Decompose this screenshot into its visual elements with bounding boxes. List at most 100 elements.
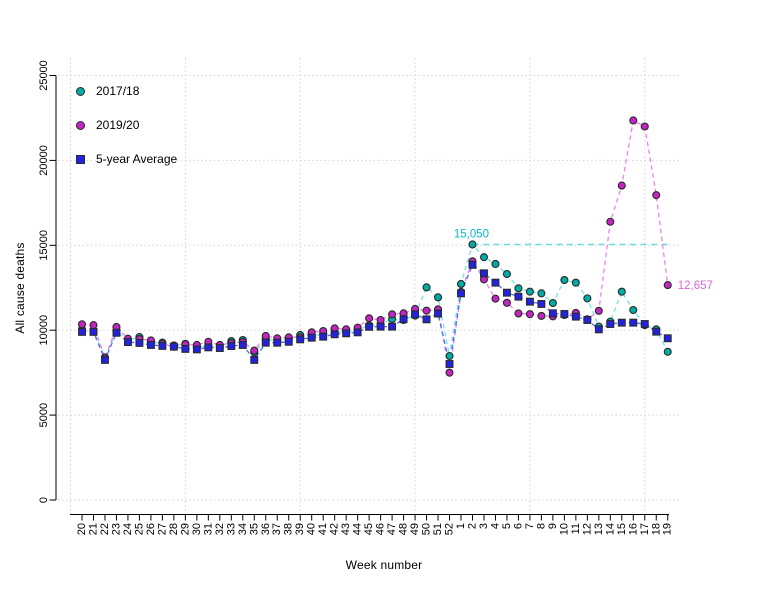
series-marker-5-year-average xyxy=(457,289,465,298)
series-marker-5-year-average xyxy=(238,341,247,349)
x-axis-title: Week number xyxy=(345,558,423,572)
series-marker-2017-18 xyxy=(468,240,477,249)
x-axis-tick-label: 38 xyxy=(283,523,295,535)
series-marker-5-year-average xyxy=(514,292,523,301)
series-marker-5-year-average xyxy=(606,320,615,328)
series-marker-2019-20 xyxy=(525,310,534,319)
series-marker-2019-20 xyxy=(77,320,87,329)
series-marker-2019-20 xyxy=(365,314,374,323)
x-axis-tick-label: 10 xyxy=(558,523,570,535)
series-marker-2019-20 xyxy=(606,217,615,226)
x-axis-tick-label: 11 xyxy=(570,523,582,534)
series-marker-5-year-average xyxy=(468,260,477,269)
series-marker-2019-20 xyxy=(491,294,500,303)
series-marker-2019-20 xyxy=(594,306,603,315)
series-marker-2017-18 xyxy=(629,305,638,315)
x-axis-tick-label: 3 xyxy=(478,523,490,529)
legend-marker-square-blue-icon xyxy=(76,154,85,164)
series-marker-2019-20 xyxy=(537,311,546,320)
x-axis-tick-label: 5 xyxy=(501,523,513,529)
legend-item-5-year-average: 5-year Average xyxy=(76,152,178,166)
series-marker-2017-18 xyxy=(456,279,466,289)
legend: 2017/18 2019/20 5-year Average xyxy=(76,84,178,187)
series-marker-2017-18 xyxy=(502,269,511,279)
series-marker-5-year-average xyxy=(583,316,592,324)
y-axis-tick-label: 0 xyxy=(38,497,50,503)
series-marker-2019-20 xyxy=(663,281,672,290)
y-axis-tick-label: 25000 xyxy=(38,60,50,91)
series-marker-5-year-average xyxy=(525,297,534,306)
series-marker-5-year-average xyxy=(560,310,569,318)
x-axis-tick-label: 45 xyxy=(363,523,375,535)
series-marker-2017-18 xyxy=(445,351,454,361)
x-axis-tick-label: 6 xyxy=(512,523,524,529)
series-marker-2019-20 xyxy=(445,368,454,377)
x-axis-tick-label: 14 xyxy=(604,523,616,535)
annotation-15050: 15,050 xyxy=(454,228,489,240)
x-axis-tick-label: 7 xyxy=(524,523,536,529)
x-axis-tick-label: 1 xyxy=(455,523,467,529)
x-axis-tick-label: 43 xyxy=(340,523,352,535)
annotation-12657: 12,657 xyxy=(678,280,713,292)
y-axis-title: All cause deaths xyxy=(13,242,27,334)
series-marker-2019-20 xyxy=(502,298,511,307)
series-marker-5-year-average xyxy=(445,360,454,368)
series-marker-5-year-average xyxy=(123,338,132,347)
series-marker-2019-20 xyxy=(514,309,523,318)
x-axis-tick-label: 25 xyxy=(133,523,145,535)
series-line-5-year-average xyxy=(82,263,669,365)
series-marker-5-year-average xyxy=(399,315,408,324)
series-marker-5-year-average xyxy=(112,328,121,337)
series-marker-2017-18 xyxy=(663,347,672,356)
series-marker-5-year-average xyxy=(548,309,557,318)
x-axis-tick-label: 40 xyxy=(306,523,318,535)
series-marker-5-year-average xyxy=(594,325,603,334)
series-marker-5-year-average xyxy=(480,269,488,278)
x-axis-tick-label: 15 xyxy=(616,523,628,535)
x-axis-tick-label: 27 xyxy=(156,523,168,535)
x-axis-tick-label: 4 xyxy=(489,523,501,529)
series-marker-5-year-average xyxy=(491,278,500,287)
series-marker-5-year-average xyxy=(135,338,144,347)
series-line-2017-18 xyxy=(81,243,669,359)
series-marker-5-year-average xyxy=(537,300,546,308)
x-axis-tick-label: 13 xyxy=(593,523,605,535)
series-marker-2019-20 xyxy=(652,191,661,200)
series-marker-2017-18 xyxy=(571,278,580,287)
series-marker-5-year-average xyxy=(215,344,224,352)
y-axis-tick-label: 10000 xyxy=(38,315,50,346)
x-axis-tick-label: 29 xyxy=(179,523,191,535)
x-axis-tick-label: 37 xyxy=(271,523,283,535)
series-marker-2017-18 xyxy=(583,294,592,303)
x-axis-tick-label: 46 xyxy=(375,523,387,535)
series-marker-5-year-average xyxy=(388,322,397,331)
series-marker-2019-20 xyxy=(629,116,638,125)
x-axis-tick-label: 23 xyxy=(110,523,122,535)
series-marker-5-year-average xyxy=(169,342,178,351)
x-axis-tick-label: 17 xyxy=(639,523,651,535)
series-marker-2019-20 xyxy=(250,346,259,355)
x-axis-tick-label: 30 xyxy=(191,523,203,535)
series-marker-5-year-average xyxy=(629,318,638,327)
series-marker-2019-20 xyxy=(376,315,385,325)
series-marker-5-year-average xyxy=(192,345,201,354)
y-axis-tick-label: 5000 xyxy=(38,403,50,427)
series-marker-5-year-average xyxy=(181,344,190,353)
series-marker-2017-18 xyxy=(491,259,500,269)
legend-label: 5-year Average xyxy=(96,152,178,166)
series-marker-5-year-average xyxy=(342,329,351,338)
x-axis-tick-label: 20 xyxy=(76,523,88,535)
series-marker-2017-18 xyxy=(525,287,534,296)
series-marker-5-year-average xyxy=(663,334,672,343)
series-line-2019-20 xyxy=(81,119,669,373)
series-marker-5-year-average xyxy=(250,355,259,364)
series-marker-5-year-average xyxy=(502,288,511,297)
x-axis-tick-label: 42 xyxy=(329,523,341,535)
x-axis-tick-label: 47 xyxy=(386,523,398,535)
x-axis-tick-label: 41 xyxy=(317,523,329,535)
x-axis-tick-label: 28 xyxy=(168,523,180,535)
series-marker-5-year-average xyxy=(158,341,167,350)
legend-marker-circle-magenta-icon xyxy=(76,120,85,130)
